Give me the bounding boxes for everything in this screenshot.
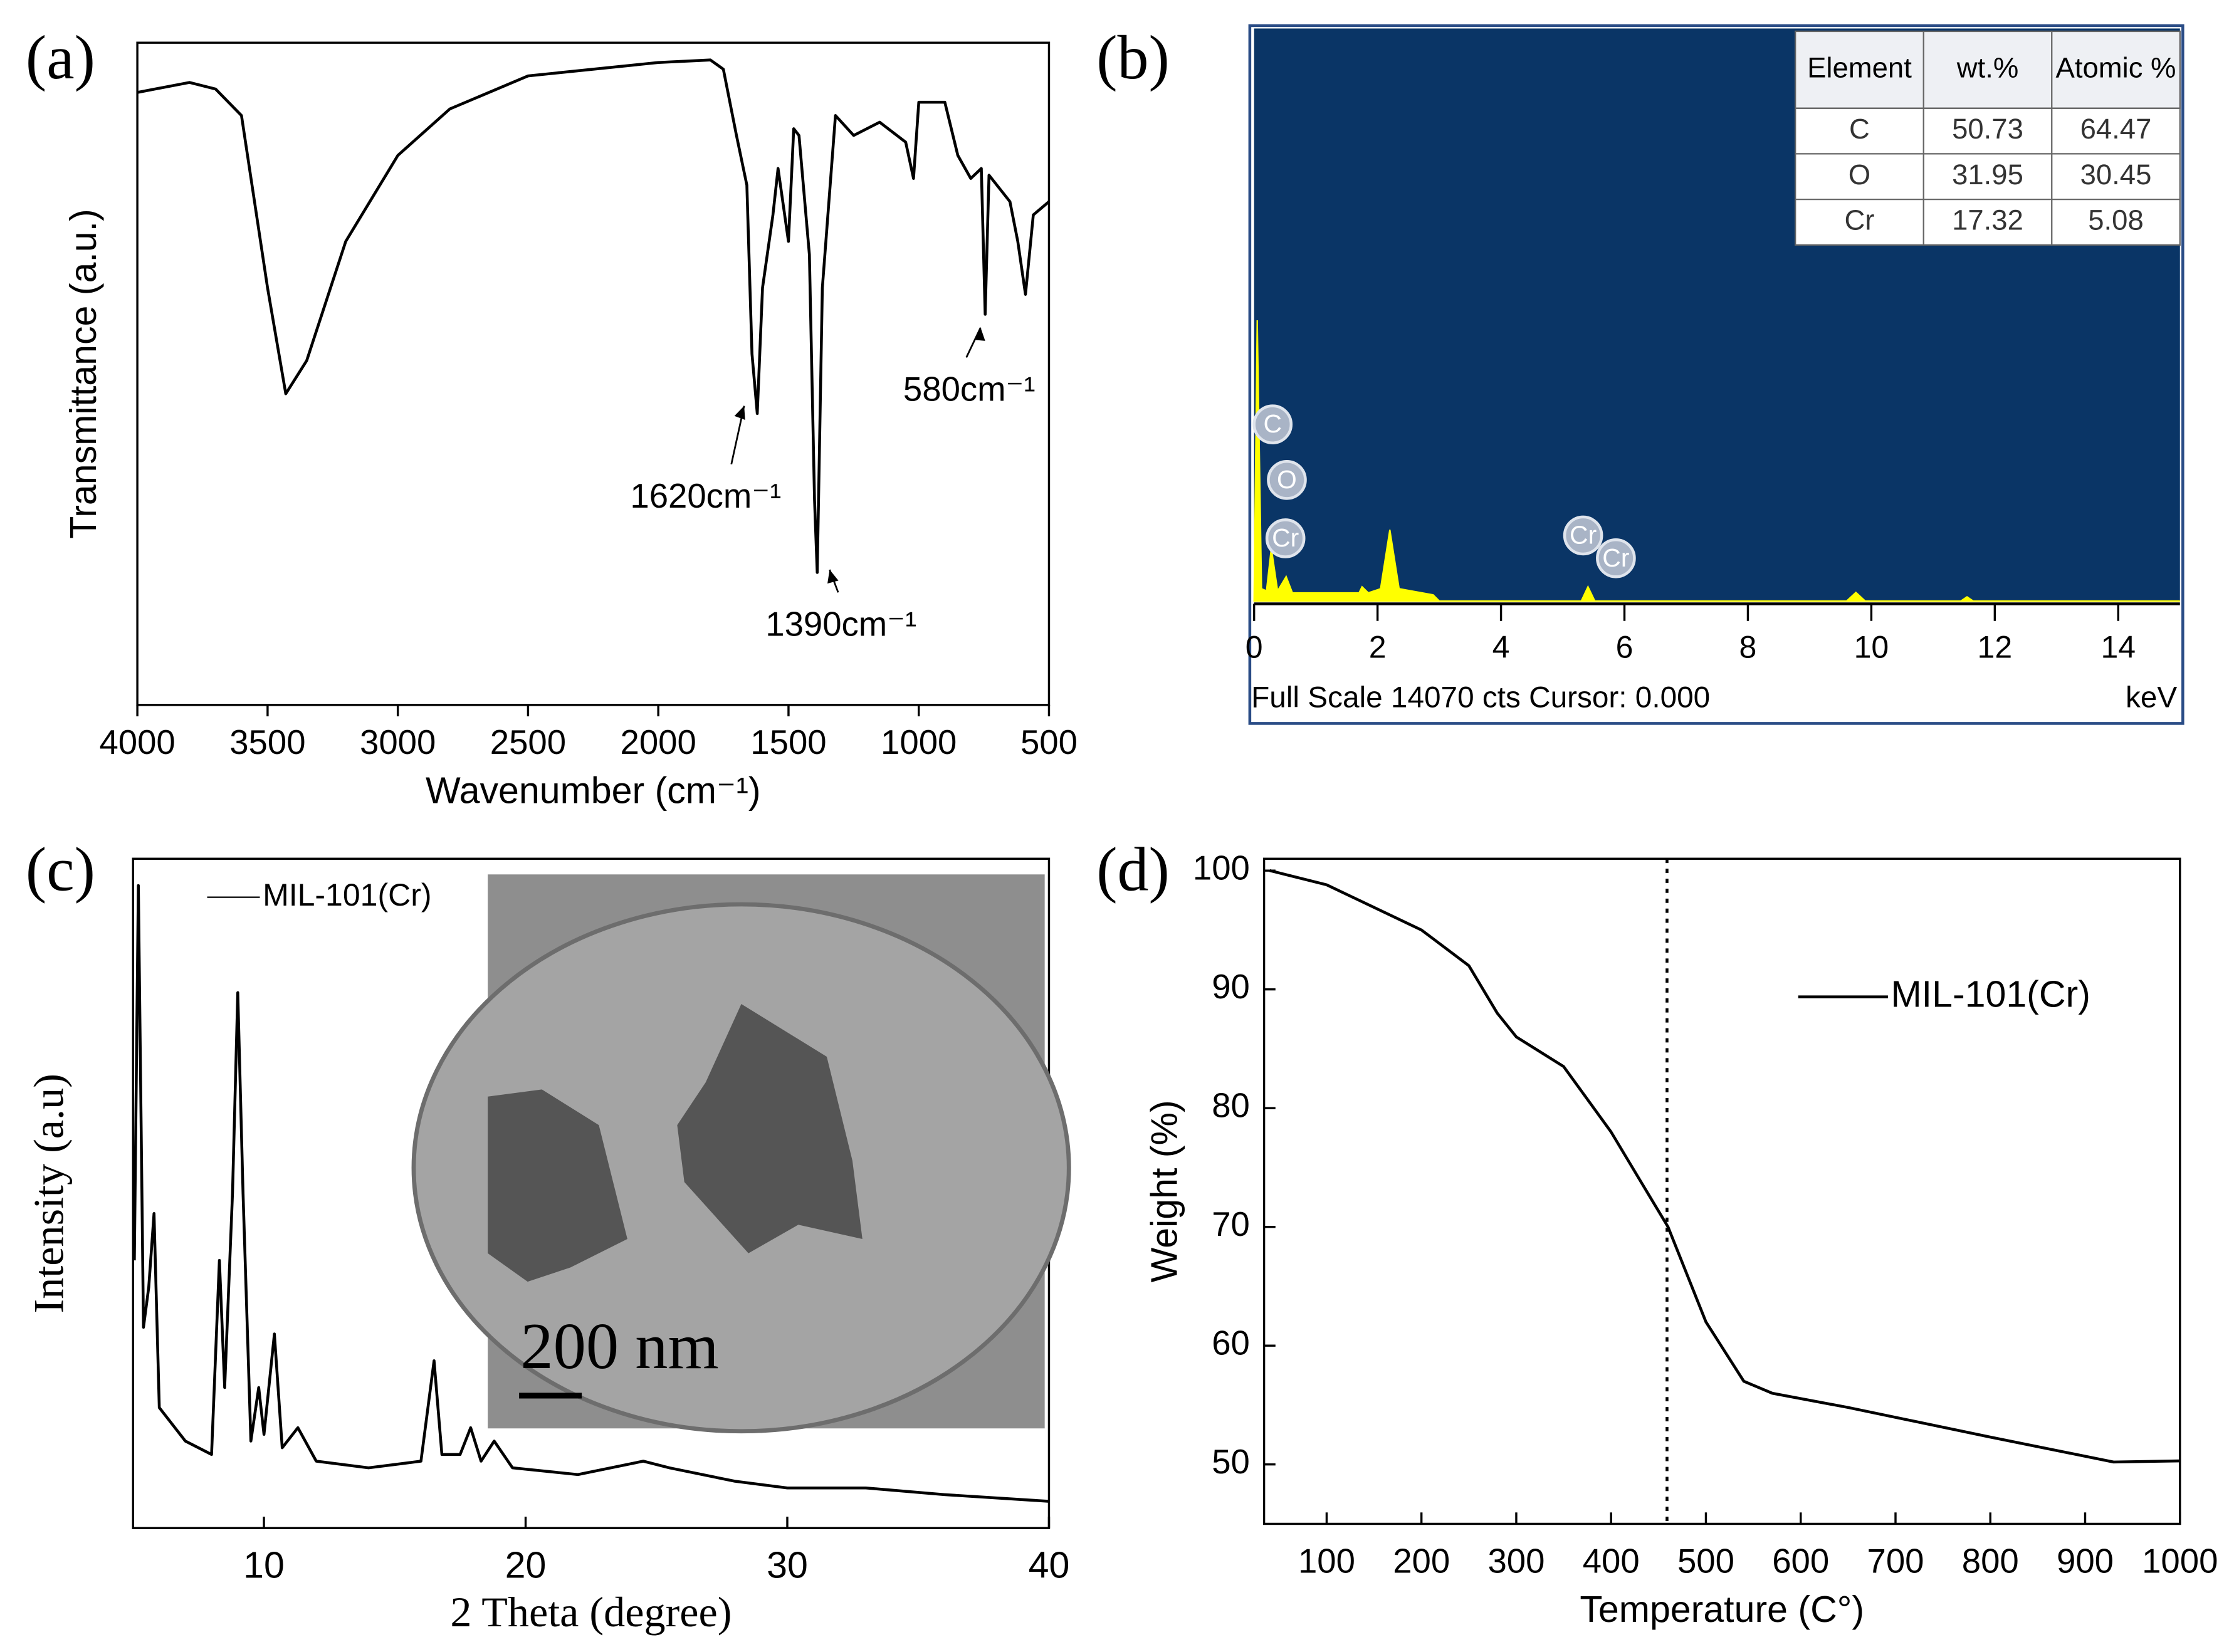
data-line — [137, 58, 1050, 574]
annotation: 1620cm⁻¹ — [630, 477, 781, 515]
x-axis-label: 2 Theta (degree) — [450, 1588, 732, 1636]
table-cell: C — [1849, 113, 1870, 145]
y-tick-label: 60 — [1212, 1324, 1250, 1362]
y-tick-label: 100 — [1193, 849, 1250, 887]
x-axis-label: Wavenumber (cm⁻¹) — [426, 770, 761, 811]
peak-badge — [1596, 538, 1636, 578]
table-header: Atomic % — [2056, 51, 2176, 83]
x-tick-label: 14 — [2101, 629, 2136, 664]
x-tick-label: 800 — [1962, 1542, 2019, 1581]
table-cell: 17.32 — [1952, 204, 2023, 236]
peak-label: C — [1263, 409, 1282, 438]
tem-crystal — [488, 1089, 627, 1282]
x-tick-label: 500 — [1677, 1542, 1734, 1581]
x-tick-label: 900 — [2057, 1542, 2114, 1581]
x-tick-label: 700 — [1867, 1542, 1924, 1581]
x-tick-label: 0 — [1246, 629, 1263, 664]
x-tick-label: 100 — [1298, 1542, 1355, 1581]
arrow-head — [827, 569, 839, 584]
x-axis-label: Temperature (C°) — [1580, 1589, 1864, 1630]
x-tick-label: 600 — [1772, 1542, 1829, 1581]
x-tick-label: 200 — [1393, 1542, 1450, 1581]
tem-crystal — [677, 1004, 863, 1253]
plot-frame — [136, 41, 1051, 706]
x-tick-label: 8 — [1739, 629, 1757, 664]
arrow-head — [973, 327, 985, 341]
table-header: wt.% — [1956, 51, 2018, 83]
x-tick-label: 3500 — [229, 723, 305, 761]
table-header-bg — [1795, 30, 2181, 109]
table-cell: Cr — [1844, 204, 1874, 236]
y-axis-label: Transmittance (a.u.) — [63, 209, 104, 538]
x-tick-label: 12 — [1978, 629, 2013, 664]
table-header: Element — [1807, 51, 1912, 83]
x-tick-label: 400 — [1583, 1542, 1640, 1581]
x-tick-label: 10 — [243, 1545, 285, 1586]
x-tick-label: 3000 — [360, 723, 436, 761]
annotation: 1390cm⁻¹ — [765, 605, 916, 643]
table-cell: 64.47 — [2080, 113, 2152, 145]
table-cell: 50.73 — [1952, 113, 2023, 145]
x-tick-label: 300 — [1487, 1542, 1545, 1581]
peak-label: Cr — [1272, 523, 1299, 552]
x-tick-label: 500 — [1020, 723, 1078, 761]
peak-label: Cr — [1602, 543, 1629, 572]
table-cell: O — [1849, 159, 1870, 191]
x-tick-label: 1500 — [750, 723, 826, 761]
x-tick-label: 20 — [505, 1545, 547, 1586]
peak-badge — [1563, 515, 1603, 556]
x-tick-label: 4000 — [99, 723, 175, 761]
y-tick-label: 80 — [1212, 1087, 1250, 1125]
peak-badge — [1265, 518, 1306, 558]
table-cell: 31.95 — [1952, 159, 2023, 191]
panel-label: (d) — [1096, 834, 1170, 904]
x-tick-label: 6 — [1616, 629, 1634, 664]
y-tick-label: 90 — [1212, 968, 1250, 1006]
plot-frame — [1262, 857, 2181, 1525]
x-tick-label: 40 — [1029, 1545, 1070, 1586]
x-tick-label: 30 — [767, 1545, 808, 1586]
spectrum — [1253, 320, 2180, 602]
y-axis-label: Intensity (a.u) — [25, 1074, 73, 1313]
x-tick-label: 1000 — [881, 723, 957, 761]
panel-label: (b) — [1096, 23, 1170, 92]
panel-label: (a) — [26, 23, 95, 92]
data-line — [133, 884, 1049, 1503]
x-tick-label: 10 — [1854, 629, 1889, 664]
x-tick-label: 2000 — [621, 723, 696, 761]
x-tick-label: 2 — [1369, 629, 1387, 664]
x-unit: keV — [2126, 681, 2177, 714]
x-tick-label: 4 — [1492, 629, 1510, 664]
peak-badge — [1252, 404, 1293, 444]
panel-label: (c) — [26, 834, 95, 904]
annotation: 580cm⁻¹ — [903, 370, 1036, 408]
legend-label: MIL-101(Cr) — [263, 877, 431, 912]
scale-bar-label: 200 nm — [520, 1310, 718, 1383]
y-tick-label: 50 — [1212, 1443, 1250, 1481]
eds-footer: Full Scale 14070 cts Cursor: 0.000 — [1251, 681, 1710, 714]
data-line — [1269, 869, 2180, 1464]
y-axis-label: Weight (%) — [1144, 1100, 1185, 1282]
arrow-head — [734, 405, 745, 420]
peak-label: Cr — [1570, 520, 1597, 549]
x-tick-label: 2500 — [490, 723, 566, 761]
x-tick-label: 1000 — [2142, 1542, 2218, 1581]
peak-badge — [1267, 459, 1307, 500]
legend-label: MIL-101(Cr) — [1891, 973, 2090, 1015]
table-cell: 30.45 — [2080, 159, 2152, 191]
peak-label: O — [1277, 465, 1297, 494]
y-tick-label: 70 — [1212, 1205, 1250, 1243]
table-cell: 5.08 — [2088, 204, 2143, 236]
